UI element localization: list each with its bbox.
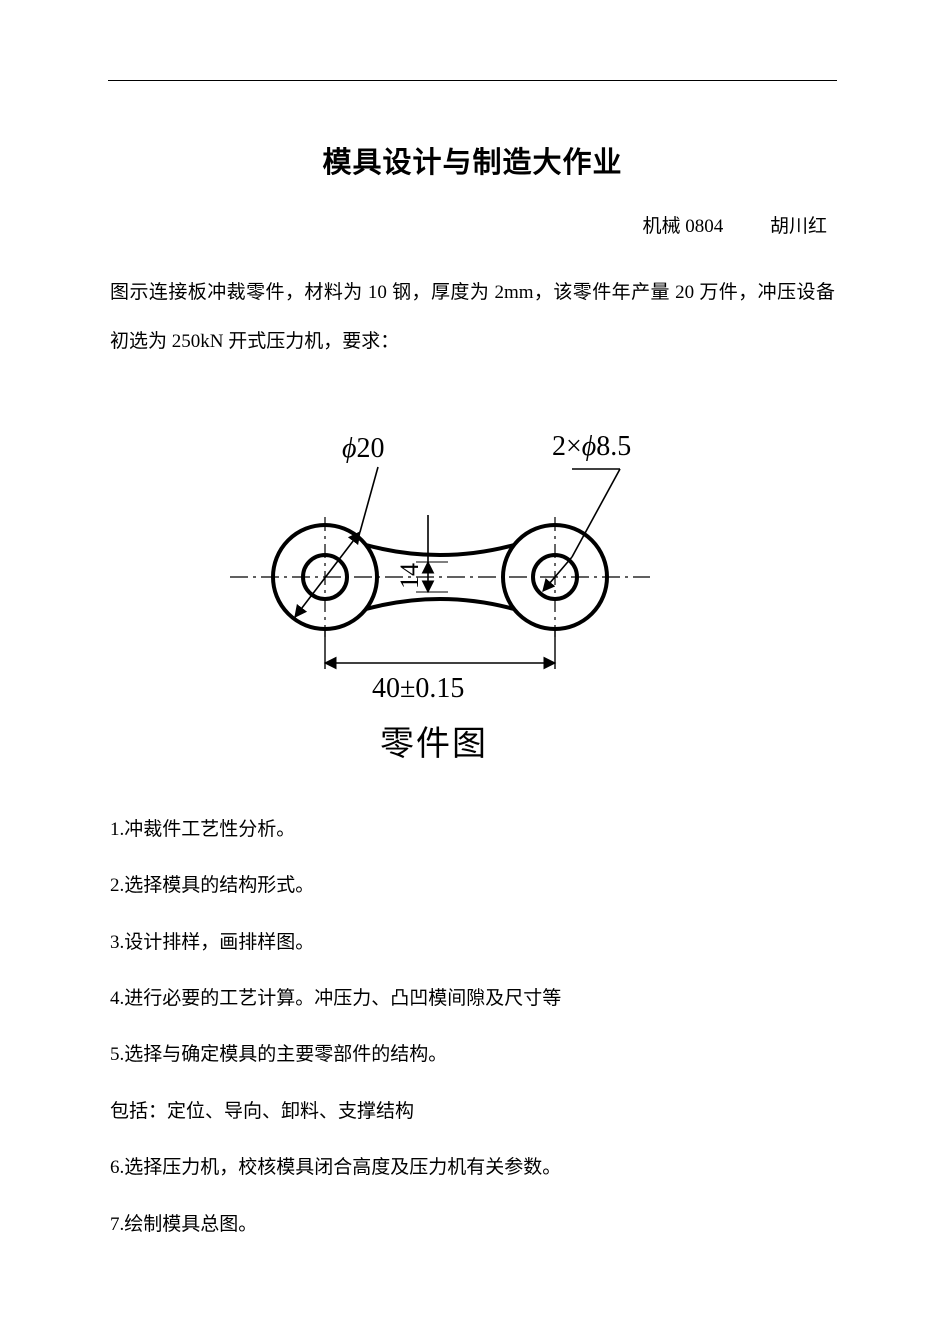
label-phi20: ϕ20 [342,433,385,464]
requirements-list: 1.冲裁件工艺性分析。 2.选择模具的结构形式。 3.设计排样，画排样图。 4.… [110,815,835,1240]
label-14: 14 [395,563,424,589]
req-item-4: 4.进行必要的工艺计算。冲压力、凸凹模间隙及尺寸等 [110,984,835,1014]
leader-phi20-ext [360,467,378,532]
author-name: 胡川红 [770,216,827,237]
req-item-2: 2.选择模具的结构形式。 [110,871,835,901]
byline: 机械 0804 胡川红 [110,211,835,238]
label-2xphi85: 2×ϕ8.5 [552,431,631,462]
part-diagram: ϕ20 2×ϕ8.5 14 40±0.15 零件图 [180,407,700,765]
part-diagram-svg: ϕ20 2×ϕ8.5 14 40±0.15 [180,407,700,707]
req-item-6: 6.选择压力机，校核模具闭合高度及压力机有关参数。 [110,1153,835,1183]
req-item-3: 3.设计排样，画排样图。 [110,928,835,958]
class-id: 机械 0804 [642,216,723,237]
top-horizontal-rule [108,80,837,81]
neck-top [366,545,514,555]
page-title: 模具设计与制造大作业 [110,139,835,181]
intro-paragraph: 图示连接板冲裁零件，材料为 10 钢，厚度为 2mm，该零件年产量 20 万件，… [110,268,835,367]
leader-2phi85-a [543,557,572,591]
req-item-7: 7.绘制模具总图。 [110,1210,835,1240]
diagram-caption: 零件图 [380,716,700,765]
req-item-5: 5.选择与确定模具的主要零部件的结构。 [110,1040,835,1070]
req-item-5b: 包括：定位、导向、卸料、支撑结构 [110,1097,835,1127]
req-item-1: 1.冲裁件工艺性分析。 [110,815,835,845]
label-40tol: 40±0.15 [372,673,464,704]
neck-bottom [366,599,514,609]
